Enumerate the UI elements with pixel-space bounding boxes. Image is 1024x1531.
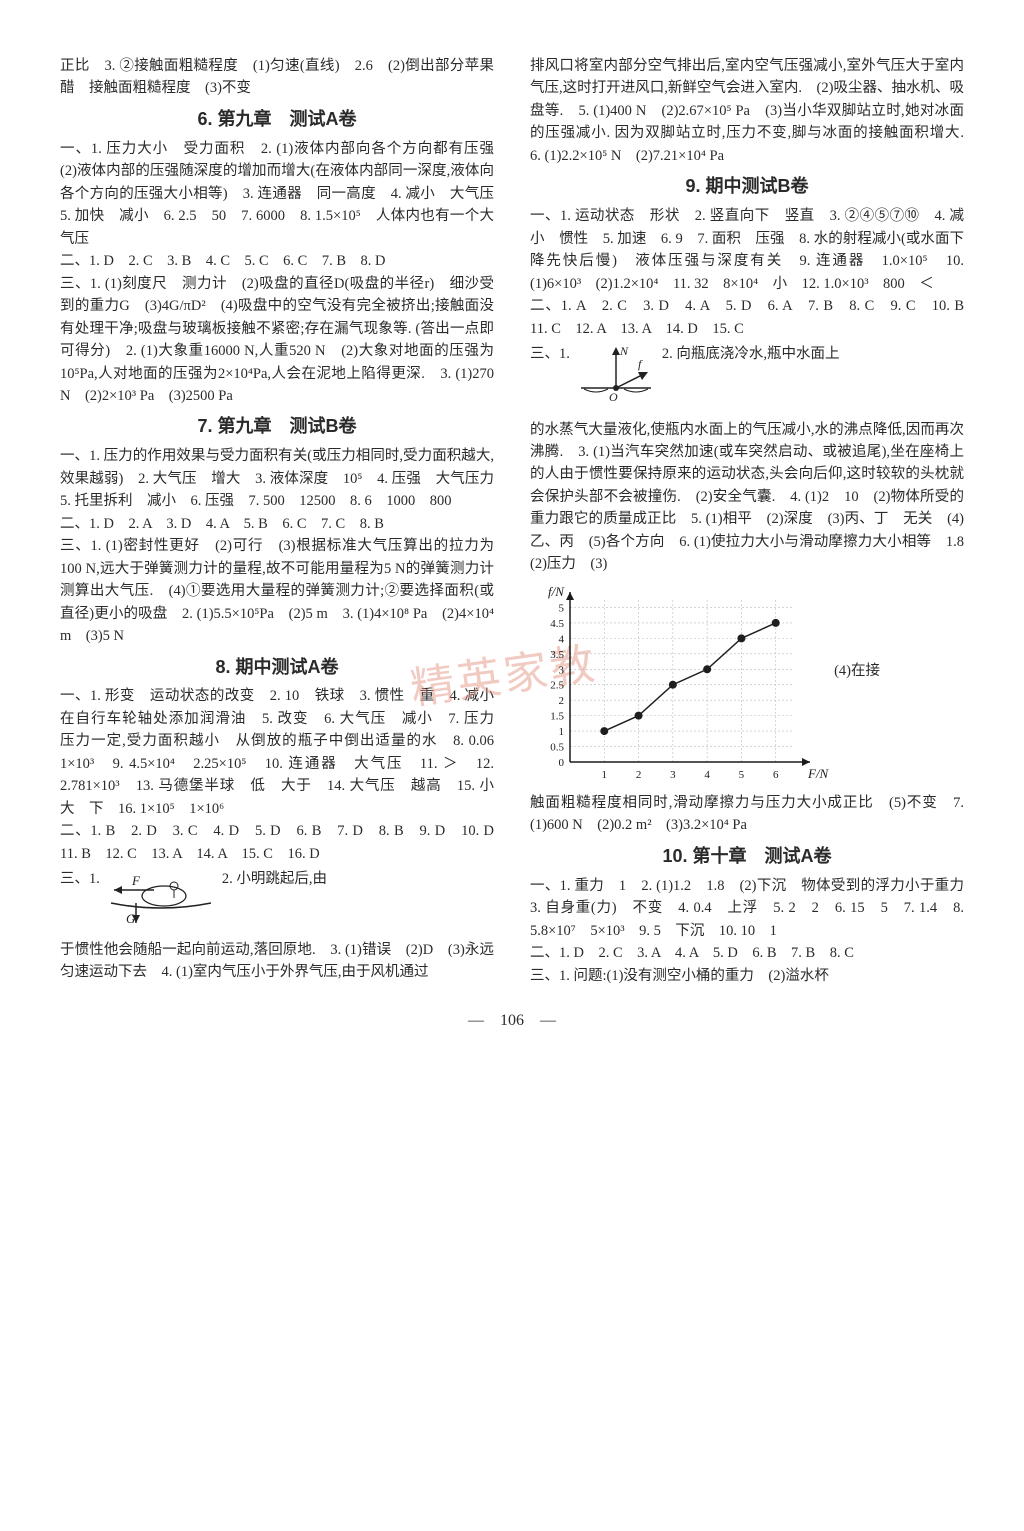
- svg-text:O: O: [609, 390, 618, 404]
- section-8-part1: 一、1. 形变 运动状态的改变 2. 10 铁球 3. 惯性 重 4. 减小 在…: [60, 685, 494, 820]
- svg-text:f/N: f/N: [548, 584, 565, 599]
- section-6-part1: 一、1. 压力大小 受力面积 2. (1)液体内部向各个方向都有压强 (2)液体…: [60, 138, 494, 250]
- chart-annotation: (4)在接: [834, 660, 880, 682]
- section-8-part3-cont: 于惯性他会随船一起向前运动,落回原地. 3. (1)错误 (2)D (3)永远匀…: [60, 939, 494, 984]
- section-8-part2: 二、1. B 2. D 3. C 4. D 5. D 6. B 7. D 8. …: [60, 820, 494, 865]
- section-7-title: 7. 第九章 测试B卷: [60, 413, 494, 441]
- section-7-part1: 一、1. 压力的作用效果与受力面积有关(或压力相同时,受力面积越大,效果越弱) …: [60, 445, 494, 512]
- section-9-chart-after: 触面粗糙程度相同时,滑动摩擦力与压力大小成正比 (5)不变 7. (1)600 …: [530, 792, 964, 837]
- F-label: F: [131, 873, 141, 888]
- svg-text:1: 1: [602, 769, 608, 781]
- section-9-part3-cont: 的水蒸气大量液化,使瓶内水面上的气压减小,水的沸点降低,因而再次沸腾. 3. (…: [530, 419, 964, 576]
- two-column-layout: 正比 3. ②接触面粗糙程度 (1)匀速(直线) 2.6 (2)倒出部分苹果醋 …: [60, 55, 964, 987]
- svg-text:f: f: [638, 357, 643, 371]
- section-8-part3-after: 2. 小明跳起后,由: [222, 868, 327, 890]
- svg-text:4: 4: [704, 769, 710, 781]
- pretext-right: 排风口将室内部分空气排出后,室内空气压强减小,室外气压大于室内气压,这时打开进风…: [530, 55, 964, 167]
- svg-text:3.5: 3.5: [550, 649, 564, 661]
- svg-text:0: 0: [559, 757, 565, 769]
- section-10-part1: 一、1. 重力 1 2. (1)1.2 1.8 (2)下沉 物体受到的浮力小于重…: [530, 875, 964, 942]
- svg-text:5: 5: [559, 602, 565, 614]
- section-7-part2: 二、1. D 2. A 3. D 4. A 5. B 6. C 7. C 8. …: [60, 513, 494, 535]
- section-8-part3-row: 三、1. F G 2. 小明跳起后,由: [60, 868, 494, 935]
- svg-text:2: 2: [636, 769, 642, 781]
- section-9-title: 9. 期中测试B卷: [530, 173, 964, 201]
- section-9-part2: 二、1. A 2. C 3. D 4. A 5. D 6. A 7. B 8. …: [530, 295, 964, 340]
- friction-chart: 0.511.522.533.544.551234560F/Nf/N (4)在接: [530, 580, 870, 790]
- section-9-part3-lead: 三、1.: [530, 343, 570, 365]
- section-6-title: 6. 第九章 测试A卷: [60, 106, 494, 134]
- G-label: G: [126, 911, 136, 926]
- svg-text:3: 3: [670, 769, 676, 781]
- left-column: 正比 3. ②接触面粗糙程度 (1)匀速(直线) 2.6 (2)倒出部分苹果醋 …: [60, 55, 494, 987]
- section-9-part3-after: 2. 向瓶底浇冷水,瓶中水面上: [662, 343, 840, 365]
- svg-text:1.5: 1.5: [550, 710, 564, 722]
- section-6-part2: 二、1. D 2. C 3. B 4. C 5. C 6. C 7. B 8. …: [60, 250, 494, 272]
- section-8-title: 8. 期中测试A卷: [60, 654, 494, 682]
- page-number: 106: [500, 1012, 524, 1029]
- section-10-part3: 三、1. 问题:(1)没有测空小桶的重力 (2)溢水杯: [530, 965, 964, 987]
- section-6-part3: 三、1. (1)刻度尺 测力计 (2)吸盘的直径D(吸盘的半径r) 细沙受到的重…: [60, 273, 494, 408]
- svg-text:0.5: 0.5: [550, 741, 564, 753]
- section-10-part2: 二、1. D 2. C 3. A 4. A 5. D 6. B 7. B 8. …: [530, 942, 964, 964]
- right-column: 排风口将室内部分空气排出后,室内空气压强减小,室外气压大于室内气压,这时打开进风…: [530, 55, 964, 987]
- section-7-part3: 三、1. (1)密封性更好 (2)可行 (3)根据标准大气压算出的拉力为100 …: [60, 535, 494, 647]
- page-footer: — 106 —: [60, 1009, 964, 1034]
- svg-text:1: 1: [559, 726, 565, 738]
- force-diagram: O N f: [576, 343, 656, 415]
- svg-text:2.5: 2.5: [550, 680, 564, 692]
- svg-text:5: 5: [739, 769, 745, 781]
- svg-text:3: 3: [559, 664, 565, 676]
- svg-text:N: N: [619, 344, 629, 358]
- svg-text:F/N: F/N: [807, 766, 830, 781]
- pretext-left: 正比 3. ②接触面粗糙程度 (1)匀速(直线) 2.6 (2)倒出部分苹果醋 …: [60, 55, 494, 100]
- section-9-part1: 一、1. 运动状态 形状 2. 竖直向下 竖直 3. ②④⑤⑦⑩ 4. 减小 惯…: [530, 205, 964, 295]
- boat-diagram: F G: [106, 868, 216, 935]
- svg-text:4: 4: [559, 633, 565, 645]
- svg-text:4.5: 4.5: [550, 618, 564, 630]
- svg-text:2: 2: [559, 695, 565, 707]
- svg-text:6: 6: [773, 769, 779, 781]
- section-9-part3-row: 三、1. O N f 2. 向瓶底浇冷水,瓶中水面上: [530, 343, 964, 415]
- section-10-title: 10. 第十章 测试A卷: [530, 843, 964, 871]
- section-8-part3-lead: 三、1.: [60, 868, 100, 890]
